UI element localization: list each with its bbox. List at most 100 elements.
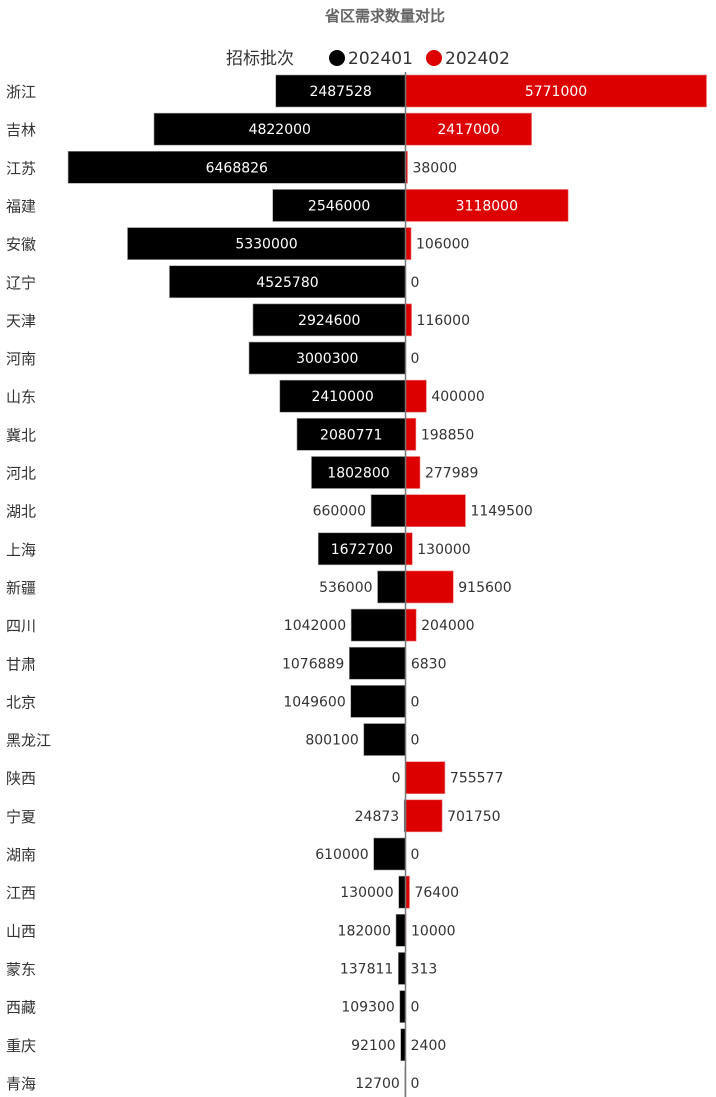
data-label-202401: 1042000 <box>284 618 346 634</box>
bar-202402[interactable] <box>405 227 412 260</box>
bar-202402[interactable] <box>405 112 532 146</box>
category-label: 黑龙江 <box>6 732 51 750</box>
bar-202401[interactable] <box>317 532 406 566</box>
bar-202401[interactable] <box>350 685 406 718</box>
data-label-202402: 5771000 <box>525 84 587 100</box>
bar-202401[interactable] <box>377 570 406 604</box>
category-label: 江苏 <box>6 159 36 177</box>
data-label-202402: 106000 <box>416 237 469 253</box>
bar-202401[interactable] <box>350 608 406 642</box>
data-label-202402: 313 <box>411 961 438 977</box>
data-label-202401: 1672700 <box>331 542 393 558</box>
bar-202401[interactable] <box>311 456 406 489</box>
bar-202402[interactable] <box>405 570 454 604</box>
data-label-202401: 2487528 <box>309 84 371 100</box>
legend: 招标批次 202401 202402 <box>226 49 510 69</box>
data-label-202402: 76400 <box>414 885 459 901</box>
data-label-202401: 109300 <box>341 1000 394 1016</box>
bar-202402[interactable] <box>405 761 446 795</box>
data-label-202401: 4822000 <box>249 122 311 138</box>
bar-202402[interactable] <box>405 189 569 222</box>
bar-202401[interactable] <box>153 112 406 146</box>
data-label-202401: 610000 <box>315 847 368 863</box>
data-label-202401: 1049600 <box>283 694 345 710</box>
legend-label-202401[interactable]: 202401 <box>348 49 413 69</box>
data-label-202402: 400000 <box>431 389 484 405</box>
category-label: 吉林 <box>6 121 36 139</box>
legend-label-202402[interactable]: 202402 <box>445 49 510 69</box>
category-label: 蒙东 <box>6 960 36 978</box>
bar-202401[interactable] <box>349 646 406 680</box>
data-label-202401: 24873 <box>355 809 400 825</box>
category-label: 河北 <box>6 465 36 483</box>
category-label: 甘肃 <box>6 655 36 673</box>
bar-202401[interactable] <box>373 837 406 871</box>
bar-202401[interactable] <box>272 189 406 222</box>
category-label: 山西 <box>6 922 36 940</box>
category-label: 青海 <box>6 1075 36 1093</box>
category-label: 重庆 <box>6 1037 36 1055</box>
bar-202401[interactable] <box>395 913 406 947</box>
bar-202402[interactable] <box>405 418 417 451</box>
bar-202401[interactable] <box>296 418 406 451</box>
category-label: 山东 <box>6 388 36 406</box>
data-label-202401: 182000 <box>338 923 391 939</box>
data-label-202401: 2410000 <box>311 389 373 405</box>
category-label: 安徽 <box>6 236 36 254</box>
category-label: 湖北 <box>6 503 36 521</box>
data-label-202402: 701750 <box>447 809 500 825</box>
legend-marker-202402[interactable] <box>426 50 442 66</box>
bar-202402[interactable] <box>405 532 413 566</box>
bar-202401[interactable] <box>169 265 406 299</box>
bar-202402[interactable] <box>405 74 707 108</box>
data-label-202401: 4525780 <box>256 275 318 291</box>
bar-202402[interactable] <box>405 608 417 642</box>
bar-202402[interactable] <box>405 379 427 413</box>
data-label-202401: 2546000 <box>308 198 370 214</box>
data-label-202402: 915600 <box>458 580 511 596</box>
bar-202402[interactable] <box>405 799 443 833</box>
bar-202401[interactable] <box>279 379 406 413</box>
bar-202401[interactable] <box>398 952 406 985</box>
category-label: 河南 <box>6 350 36 368</box>
data-label-202401: 660000 <box>313 504 366 520</box>
data-label-202401: 1076889 <box>282 656 344 672</box>
data-label-202402: 3118000 <box>456 198 518 214</box>
category-label: 北京 <box>6 693 36 711</box>
data-label-202401: 2080771 <box>320 427 382 443</box>
category-label: 福建 <box>6 197 36 215</box>
bar-202401[interactable] <box>127 227 406 260</box>
data-label-202401: 800100 <box>305 733 358 749</box>
data-label-202401: 12700 <box>355 1076 400 1092</box>
data-label-202402: 10000 <box>411 923 456 939</box>
data-label-202401: 1802800 <box>327 466 389 482</box>
data-label-202402: 0 <box>411 351 420 367</box>
bar-202401[interactable] <box>248 341 406 375</box>
bar-202402[interactable] <box>405 303 412 337</box>
legend-marker-202401[interactable] <box>329 50 345 66</box>
bar-202401[interactable] <box>252 303 406 337</box>
bar-202401[interactable] <box>67 151 406 184</box>
data-label-202402: 277989 <box>425 466 478 482</box>
bar-202401[interactable] <box>399 990 406 1023</box>
data-label-202402: 116000 <box>417 313 470 329</box>
bar-202401[interactable] <box>363 723 406 756</box>
data-label-202401: 2924600 <box>298 313 360 329</box>
category-label: 西藏 <box>6 999 36 1017</box>
legend-title: 招标批次 <box>226 49 294 69</box>
category-label: 浙江 <box>6 83 36 101</box>
data-label-202402: 0 <box>411 733 420 749</box>
data-label-202402: 204000 <box>421 618 474 634</box>
bar-202401[interactable] <box>398 875 406 909</box>
data-label-202402: 755577 <box>450 771 503 787</box>
category-label: 宁夏 <box>6 808 36 826</box>
bar-202402[interactable] <box>405 456 421 489</box>
data-label-202402: 0 <box>411 694 420 710</box>
data-label-202401: 3000300 <box>296 351 358 367</box>
category-label: 上海 <box>6 541 36 559</box>
bar-202401[interactable] <box>275 74 406 108</box>
bar-202402[interactable] <box>405 494 466 527</box>
bar-202401[interactable] <box>370 494 406 527</box>
data-label-202402: 1149500 <box>470 504 532 520</box>
